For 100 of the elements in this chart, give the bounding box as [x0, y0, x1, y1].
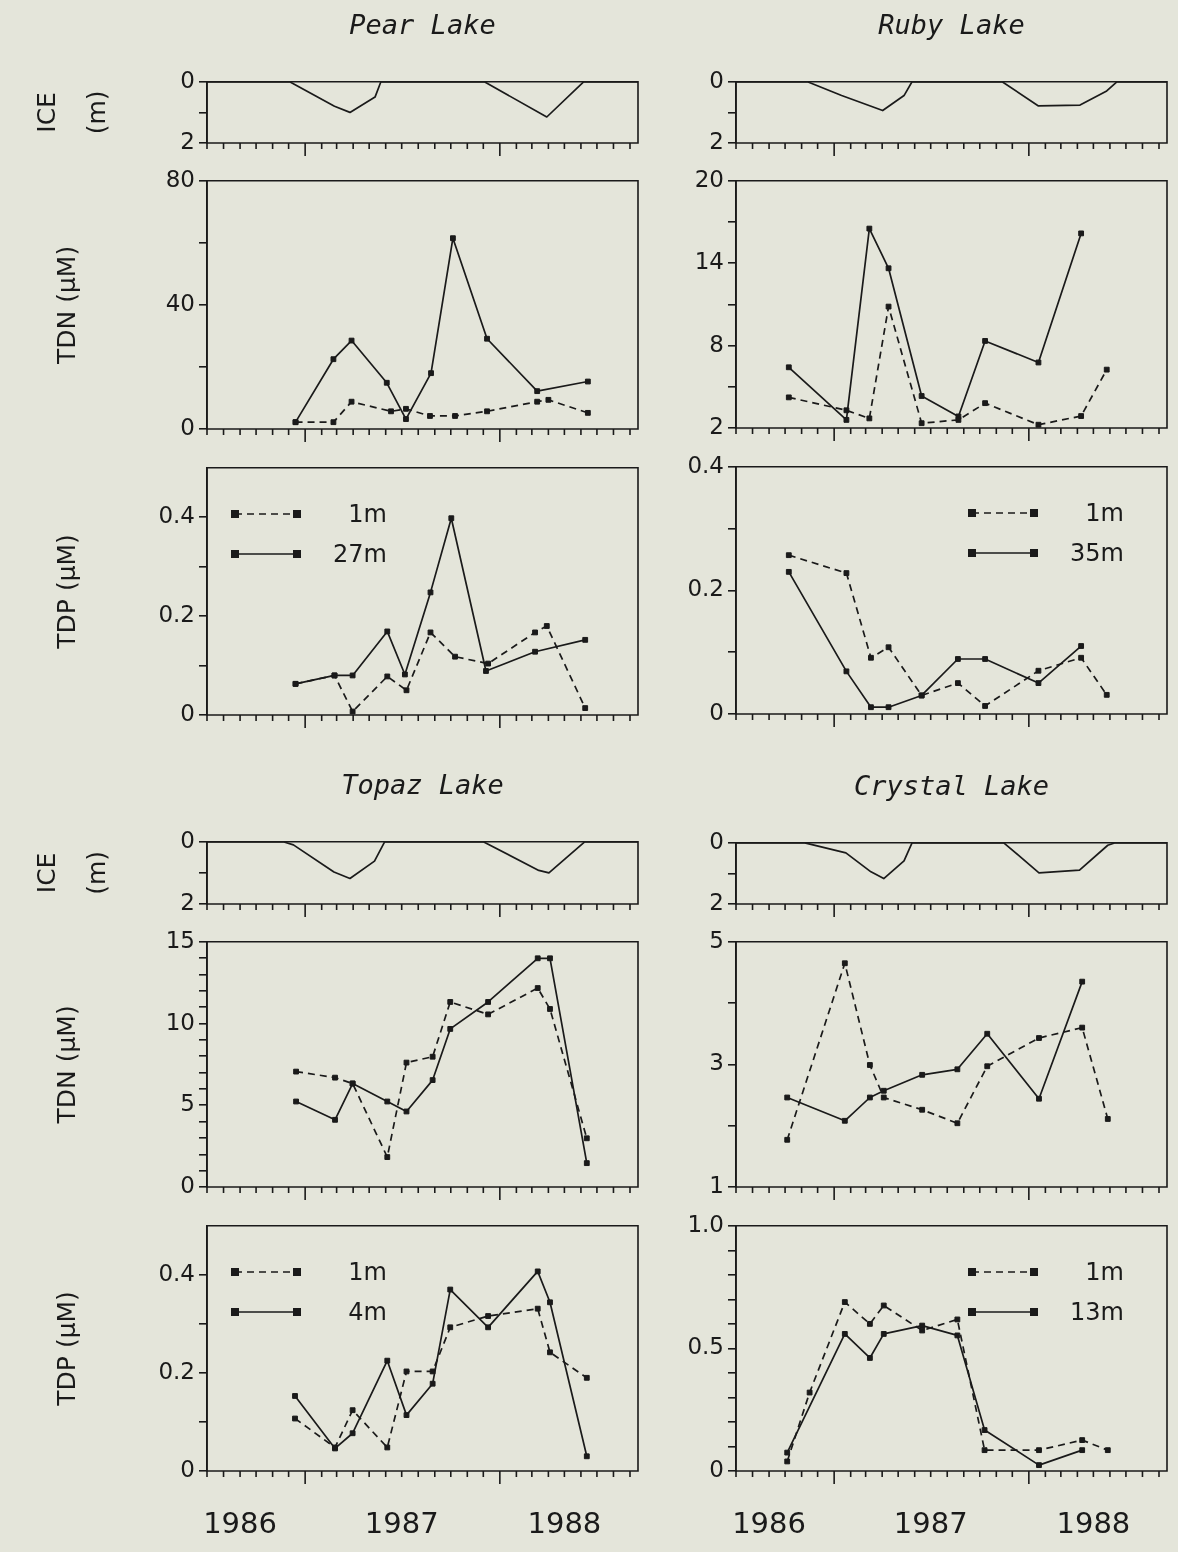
point — [866, 225, 873, 232]
point — [1103, 691, 1110, 698]
y-tick-label: 0 — [709, 1455, 724, 1482]
y-tick-label: 0.4 — [158, 502, 195, 529]
y-tick-label: 5 — [180, 1090, 195, 1117]
point — [429, 1368, 436, 1375]
x-tick-label: 1987 — [364, 1506, 439, 1541]
point — [785, 364, 792, 371]
point — [403, 687, 410, 694]
point — [1079, 1024, 1086, 1031]
y-axis-title: TDN (μM) — [51, 1005, 81, 1125]
point — [1078, 413, 1085, 419]
point — [1078, 230, 1085, 237]
point — [885, 644, 892, 651]
point — [429, 1077, 436, 1083]
point — [293, 1068, 299, 1075]
point — [534, 1268, 541, 1275]
point — [582, 705, 589, 711]
point — [543, 623, 550, 629]
point — [403, 1059, 410, 1066]
point — [348, 337, 355, 344]
point — [918, 420, 925, 427]
y-axis-title: TDN (μM) — [51, 245, 81, 365]
y-tick-label: 14 — [694, 248, 724, 275]
x-tick-label: 1987 — [893, 1506, 968, 1541]
point — [292, 1415, 298, 1422]
point — [880, 1094, 887, 1101]
point — [401, 671, 408, 678]
y-tick-label: 1 — [709, 1171, 724, 1198]
point — [330, 419, 337, 426]
y-tick-label: 0 — [180, 699, 195, 726]
point — [954, 1316, 961, 1323]
y-tick-label: 0 — [180, 413, 195, 440]
point — [954, 1120, 961, 1127]
point — [584, 409, 591, 416]
point — [403, 416, 409, 422]
point — [784, 1458, 791, 1465]
point — [885, 303, 892, 310]
y-tick-label: 40 — [165, 289, 195, 316]
point — [534, 1305, 541, 1312]
point — [427, 629, 434, 636]
point — [485, 1313, 492, 1319]
point — [534, 985, 541, 991]
point — [841, 960, 848, 967]
point — [384, 673, 391, 680]
legend-label: 13m — [1070, 1298, 1124, 1326]
point — [918, 393, 925, 399]
y-tick-label: 2 — [709, 127, 724, 154]
point — [1036, 1095, 1042, 1102]
point — [954, 1332, 961, 1339]
point — [450, 235, 456, 242]
point — [384, 1098, 391, 1105]
y-tick-label: 0.2 — [158, 601, 195, 628]
point — [919, 1106, 926, 1113]
point — [866, 1355, 873, 1361]
point — [428, 370, 434, 377]
y-axis-title: TDP (μM) — [51, 1291, 81, 1407]
chart-title: Topaz Lake — [340, 768, 505, 802]
point — [866, 1094, 873, 1101]
point — [984, 1063, 991, 1070]
point — [388, 408, 394, 415]
point — [866, 1062, 873, 1068]
point — [330, 356, 337, 363]
point — [841, 1299, 848, 1305]
point — [955, 680, 961, 686]
point — [383, 379, 390, 386]
y-tick-label: 10 — [165, 1008, 195, 1035]
point — [784, 1094, 791, 1101]
point — [843, 407, 850, 414]
y-tick-label: 2 — [709, 412, 724, 439]
point — [484, 408, 490, 415]
y-tick-label: 0.2 — [158, 1357, 195, 1384]
point — [547, 1299, 553, 1306]
point — [843, 570, 850, 576]
point — [349, 1407, 356, 1414]
x-tick-label: 1988 — [527, 1506, 602, 1541]
y-tick-label: 0.4 — [158, 1259, 195, 1286]
point — [1035, 667, 1042, 674]
legend-label: 35m — [1070, 539, 1124, 567]
point — [534, 955, 541, 962]
point — [866, 415, 873, 422]
point — [583, 1135, 590, 1142]
point — [349, 1430, 356, 1437]
point — [452, 413, 458, 419]
point — [885, 704, 892, 711]
y-tick-label: 0 — [709, 66, 724, 93]
point — [349, 708, 356, 715]
point — [349, 672, 356, 679]
point — [485, 660, 492, 667]
point — [981, 1427, 988, 1433]
legend-label: 27m — [333, 540, 387, 568]
y-tick-label: 0 — [180, 1455, 195, 1482]
point — [841, 1331, 848, 1337]
chart-title: Crystal Lake — [852, 769, 1051, 803]
point — [806, 1389, 813, 1396]
y-tick-label: 2 — [709, 888, 724, 915]
y-tick-label: 2 — [180, 888, 195, 915]
point — [1036, 1447, 1042, 1454]
y-tick-label: 0.4 — [687, 451, 724, 478]
y-tick-label: 80 — [165, 165, 195, 192]
